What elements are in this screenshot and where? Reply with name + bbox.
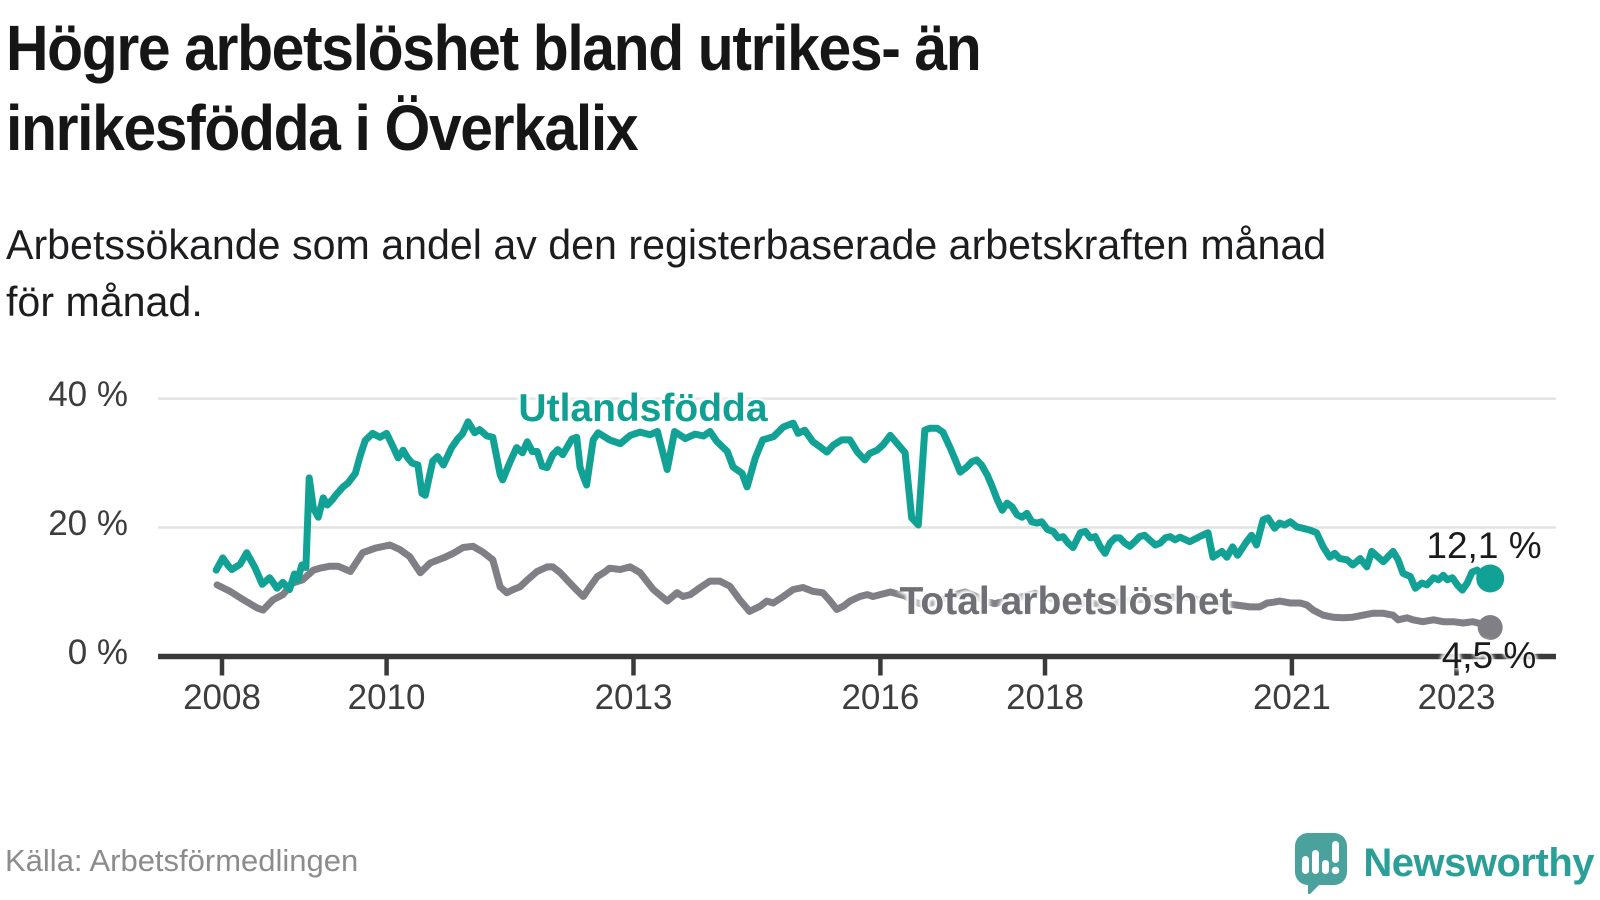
series-end-dot-1 — [1477, 615, 1503, 640]
y-axis-label-40: 40 % — [48, 374, 128, 414]
y-axis-label-0: 0 % — [67, 632, 128, 672]
series-end-dot-0 — [1476, 564, 1505, 593]
series-line-0 — [212, 418, 1494, 594]
x-axis-label-2021: 2021 — [1252, 678, 1331, 717]
end-value-label-utlandsfodda: 12,1 % — [1426, 525, 1542, 566]
series-label-utlandsfodda: Utlandsfödda — [518, 387, 768, 430]
source-note: Källa: Arbetsförmedlingen — [5, 843, 359, 878]
series-line-1 — [213, 541, 1494, 631]
end-value-label-total: 4,5 % — [1441, 635, 1537, 676]
newsworthy-bubble-chart-icon — [1295, 833, 1348, 894]
newsworthy-logo: Newsworthy — [1293, 832, 1594, 894]
subtitle-line-1: Arbetssökande som andel av den registerb… — [6, 221, 1327, 268]
title-line-1: Högre arbetslöshet bland utrikes- än — [6, 12, 982, 84]
page-title: Högre arbetslöshet bland utrikes- än inr… — [6, 8, 1294, 168]
y-axis-label-20: 20 % — [48, 503, 128, 543]
series-label-total-arbetsloshet: Total arbetslöshet — [899, 580, 1233, 623]
chart-subtitle: Arbetssökande som andel av den registerb… — [6, 216, 1535, 330]
x-axis-label-2023: 2023 — [1417, 678, 1496, 717]
subtitle-line-2: för månad. — [6, 278, 203, 325]
x-axis-label-2016: 2016 — [841, 678, 920, 717]
x-axis-label-2008: 2008 — [183, 678, 261, 717]
newsworthy-wordmark: Newsworthy — [1363, 840, 1594, 885]
title-line-2: inrikesfödda i Överkalix — [6, 92, 639, 164]
x-axis-label-2010: 2010 — [347, 678, 426, 717]
x-axis-label-2013: 2013 — [594, 678, 673, 717]
x-axis-label-2018: 2018 — [1006, 678, 1084, 717]
